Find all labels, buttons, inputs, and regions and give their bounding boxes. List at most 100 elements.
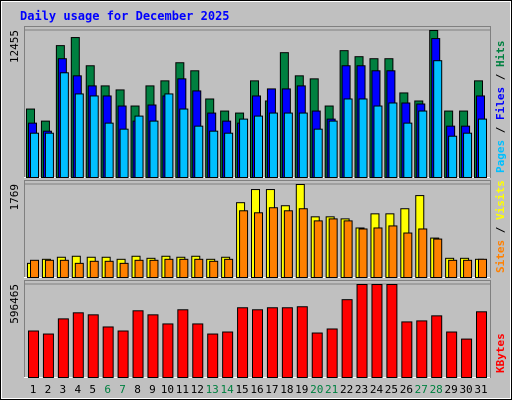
bar [194, 258, 204, 278]
bar [311, 332, 323, 378]
bar [266, 307, 278, 378]
legend-entry: Sites [494, 240, 507, 273]
x-tick-label: 29 [445, 383, 458, 396]
bar [74, 262, 84, 279]
bar [149, 259, 159, 278]
bar [328, 218, 338, 279]
bar [343, 220, 353, 279]
bar [448, 259, 458, 278]
bar [298, 208, 308, 279]
bar [358, 228, 368, 279]
bar [268, 207, 278, 279]
bar [401, 321, 413, 378]
x-tick-label: 27 [415, 383, 428, 396]
bar [281, 307, 293, 378]
bar [74, 93, 84, 178]
chart-title: Daily usage for December 2025 [20, 9, 230, 23]
x-tick-label: 15 [235, 383, 248, 396]
bar [418, 110, 428, 178]
bar [388, 225, 398, 278]
legend-separator: / [494, 120, 507, 140]
legend-entry: Pages [494, 140, 507, 173]
bar [448, 135, 458, 179]
bar [283, 112, 293, 178]
bar [164, 258, 174, 278]
bar [44, 132, 54, 179]
bar [222, 331, 234, 379]
bar [72, 312, 84, 378]
bar [328, 120, 338, 178]
bar [87, 314, 99, 378]
bar [149, 120, 159, 178]
bar [356, 284, 368, 378]
bar [30, 132, 39, 179]
bar [433, 238, 443, 278]
bar [102, 326, 114, 379]
bar [254, 115, 263, 179]
legend-entry: Visits [494, 180, 507, 220]
bar [371, 284, 383, 378]
bar [373, 105, 383, 178]
bar [478, 118, 487, 179]
bar [403, 122, 413, 178]
bar [44, 259, 54, 278]
bar [431, 315, 443, 379]
bar [162, 323, 174, 378]
x-tick-label: 22 [340, 383, 353, 396]
y-tick-label: 1769 [8, 184, 21, 211]
y-tick-label: 12455 [8, 30, 21, 63]
bar [446, 331, 458, 379]
legend: Sites / Visits [494, 180, 507, 273]
bar [326, 328, 338, 378]
bar [209, 260, 219, 278]
x-tick-label: 10 [161, 383, 174, 396]
bar [134, 259, 144, 278]
x-tick-label: 16 [250, 383, 263, 396]
bar [132, 310, 144, 379]
bar [254, 212, 263, 279]
bar [416, 320, 428, 378]
bar [224, 258, 234, 278]
bar [104, 122, 114, 178]
bar [403, 232, 413, 278]
x-tick-label: 18 [280, 383, 293, 396]
bar [119, 262, 129, 279]
x-tick-label: 8 [134, 383, 141, 396]
bar [42, 333, 54, 379]
bar [59, 259, 69, 278]
x-tick-label: 23 [355, 383, 368, 396]
bar [418, 228, 428, 279]
bar [239, 118, 249, 179]
x-tick-label: 14 [221, 383, 235, 396]
x-tick-label: 31 [474, 383, 487, 396]
bar [373, 227, 383, 279]
bar [283, 210, 293, 279]
y-tick-label: 596465 [8, 284, 21, 324]
x-tick-label: 2 [45, 383, 52, 396]
x-tick-label: 17 [265, 383, 278, 396]
x-tick-label: 30 [459, 383, 472, 396]
x-tick-label: 20 [310, 383, 323, 396]
x-tick-label: 26 [400, 383, 413, 396]
x-tick-label: 12 [191, 383, 204, 396]
bar [179, 258, 189, 278]
bar [358, 98, 368, 178]
legend-entry: Files [494, 87, 507, 120]
bar [177, 309, 189, 378]
bar [59, 72, 69, 178]
x-tick-label: 21 [325, 383, 338, 396]
bar [252, 309, 263, 378]
x-tick-label: 11 [176, 383, 189, 396]
bar [164, 93, 174, 178]
bar [134, 115, 144, 179]
bar [313, 220, 323, 279]
bar [461, 338, 473, 379]
bar [194, 125, 204, 178]
bar [117, 330, 129, 378]
x-tick-label: 5 [89, 383, 96, 396]
bar [268, 112, 278, 178]
legend-separator: / [494, 67, 507, 87]
bar [341, 299, 353, 379]
legend: Pages / Files / Hits [494, 41, 507, 174]
bar [89, 260, 99, 278]
